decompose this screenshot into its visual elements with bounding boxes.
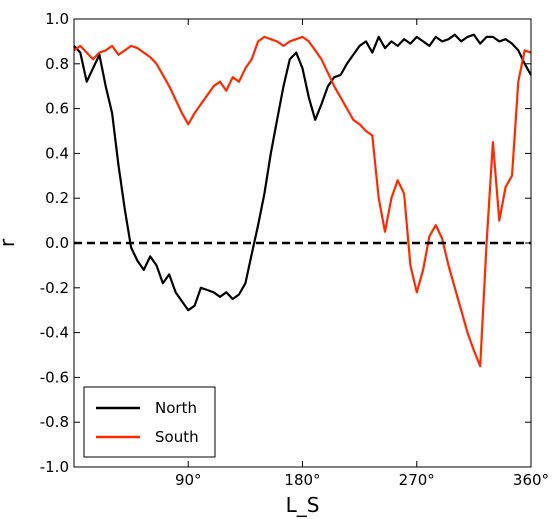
y-axis-ticks: -1.0 -0.8 -0.6 -0.4 -0.2 0.0 0.2 0.4 0.6 0.8 1.0 [40, 10, 531, 476]
legend-box [83, 386, 216, 458]
y-tick-label: -0.4 [40, 324, 69, 342]
x-tick-label: 180° [284, 471, 320, 489]
plot-frame [73, 18, 532, 468]
plot-series-group [73, 33, 532, 368]
y-tick-label: 0.8 [45, 55, 69, 73]
y-tick-label: 0.4 [45, 144, 69, 162]
y-tick-label: 0.2 [45, 189, 69, 207]
series-line-south [73, 35, 532, 368]
y-tick-label: -1.0 [40, 458, 69, 476]
y-tick-label: -0.8 [40, 413, 69, 431]
y-axis-label: r [0, 238, 19, 247]
x-axis-label: L_S [286, 493, 320, 517]
x-axis-ticks: 90° 180° 270° 360° [175, 19, 549, 489]
legend-label-south: South [155, 428, 199, 446]
x-tick-label: 360° [513, 471, 549, 489]
x-tick-label: 90° [175, 471, 202, 489]
legend-label-north: North [155, 399, 197, 417]
y-tick-label: -0.2 [40, 279, 69, 297]
x-tick-label: 270° [399, 471, 435, 489]
y-tick-label: -0.6 [40, 368, 69, 386]
y-tick-label: 1.0 [45, 10, 69, 28]
y-tick-label: 0.0 [45, 234, 69, 252]
series-line-north [73, 33, 532, 312]
y-tick-label: 0.6 [45, 100, 69, 118]
legend: North South [83, 386, 216, 458]
